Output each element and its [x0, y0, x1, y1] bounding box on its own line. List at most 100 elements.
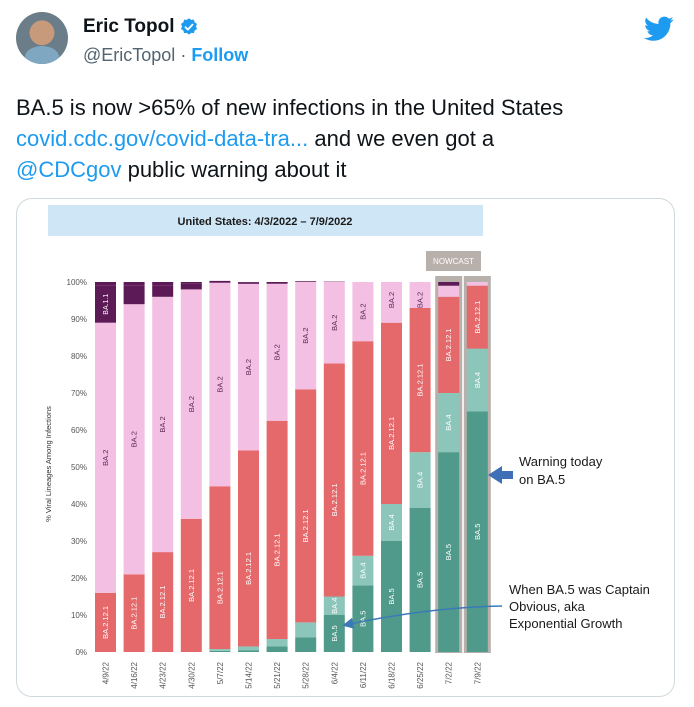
tweet-text-line1: BA.5 is now >65% of new infections in th… — [16, 95, 564, 120]
annotation-line: on BA.5 — [519, 472, 565, 487]
twitter-bird-icon[interactable] — [644, 16, 674, 42]
follow-button[interactable]: Follow — [191, 45, 249, 65]
bar-label: BA.2.12.1 — [330, 483, 339, 516]
annotation-line: When BA.5 was Captain — [509, 582, 650, 597]
y-tick-label: 30% — [71, 537, 87, 546]
bar-label: BA.2.12.1 — [444, 328, 453, 361]
bar-label: BA.2.12.1 — [101, 606, 110, 639]
bar-segment — [295, 389, 317, 623]
x-tick-label: 6/25/22 — [416, 661, 425, 688]
x-tick-label: 6/4/22 — [330, 661, 339, 684]
bar-label: BA.4 — [473, 372, 482, 388]
bar-segment — [466, 282, 488, 286]
bar-segment — [238, 282, 259, 284]
bar-segment — [209, 282, 231, 487]
bar-label: BA.5 — [330, 625, 339, 641]
separator-dot: · — [180, 45, 187, 65]
growth-pointer-arrow — [342, 605, 503, 629]
y-tick-label: 70% — [71, 389, 87, 398]
bar-segment — [209, 486, 231, 650]
bar-segment — [381, 282, 402, 323]
bar-label: BA.2.12.1 — [473, 301, 482, 334]
x-tick-label: 4/9/22 — [102, 661, 111, 684]
annotation-line: Obvious, aka — [509, 599, 586, 614]
bar-segment — [266, 639, 288, 647]
y-tick-label: 90% — [71, 315, 87, 324]
x-tick-label: 5/14/22 — [245, 661, 254, 688]
chart-title: United States: 4/3/2022 – 7/9/2022 — [178, 216, 353, 228]
bar-segment — [466, 411, 488, 652]
bar-segment — [123, 574, 145, 652]
bar-segment — [180, 282, 202, 284]
tweet-text-line3: @CDCgov public warning about it — [16, 154, 678, 185]
media-card[interactable]: United States: 4/3/2022 – 7/9/2022 NOWCA… — [16, 198, 675, 697]
bar-segment — [238, 646, 259, 651]
warning-arrow-icon — [488, 466, 513, 484]
bar-segment — [238, 450, 259, 647]
bar-segment — [438, 282, 460, 286]
display-name[interactable]: Eric Topol — [83, 16, 175, 37]
bar-segment — [266, 283, 288, 421]
y-tick-label: 20% — [71, 574, 87, 583]
bar-label: BA.2 — [358, 303, 367, 319]
bar-segment — [152, 282, 174, 286]
y-tick-label: 50% — [71, 463, 87, 472]
cdc-mention-link[interactable]: @CDCgov — [16, 157, 122, 182]
bar-label: BA.2 — [273, 344, 282, 360]
bar-label: BA.5 — [387, 588, 396, 604]
y-tick-label: 80% — [71, 352, 87, 361]
bar-segment — [152, 552, 174, 652]
bar-label: BA.4 — [358, 562, 367, 578]
bar-segment — [209, 650, 231, 652]
tweet-text-mid: and we even got a — [308, 126, 495, 151]
bar-label: BA.5 — [473, 524, 482, 540]
bar-label: BA.1.1 — [103, 294, 110, 315]
bar-segment — [123, 282, 145, 286]
bar-segment — [266, 420, 288, 640]
bar-label: BA.2 — [330, 315, 339, 331]
verified-badge-icon — [181, 18, 198, 35]
bar-label: BA.2 — [158, 416, 167, 432]
bar-segment — [238, 282, 259, 283]
annotation-line: Warning today — [519, 454, 603, 469]
x-tick-label: 7/2/22 — [445, 661, 454, 684]
bar-segment — [323, 615, 345, 652]
y-tick-label: 100% — [67, 278, 87, 287]
bar-segment — [95, 285, 116, 323]
bar-segment — [409, 307, 431, 453]
bar-label: BA.2 — [101, 450, 110, 466]
bar-segment — [95, 322, 116, 593]
bar-segment — [123, 285, 145, 305]
bar-segment — [238, 650, 259, 652]
bar-segment — [438, 452, 460, 652]
handle-row: @EricTopol · Follow — [83, 45, 248, 66]
tweet-link[interactable]: covid.cdc.gov/covid-data-tra... — [16, 126, 309, 151]
bar-label: BA.2.12.1 — [158, 586, 167, 619]
x-tick-label: 5/28/22 — [302, 661, 311, 688]
bar-label: BA.4 — [387, 514, 396, 530]
bar-segment — [381, 541, 402, 652]
bar-label: BA.5 — [358, 611, 367, 627]
avatar[interactable] — [16, 12, 68, 64]
bar-label: BA.2.12.1 — [187, 569, 196, 602]
bar-segment — [180, 283, 202, 290]
bar-label: BA.4 — [444, 414, 453, 430]
tweet-header: Eric Topol @EricTopol · Follow — [16, 12, 678, 68]
bar-segment — [466, 348, 488, 412]
bar-label: BA.2.12.1 — [130, 597, 139, 630]
bar-segment — [266, 646, 288, 652]
bar-label: BA.2.12.1 — [215, 571, 224, 604]
bar-segment — [381, 322, 402, 504]
bar-label: BA.2 — [244, 359, 253, 375]
bar-segment — [152, 296, 174, 553]
warning-annotation: Warning today on BA.5 — [519, 454, 603, 487]
bar-segment — [438, 285, 460, 297]
bar-segment — [295, 637, 317, 652]
y-tick-label: 0% — [75, 648, 87, 657]
bar-label: BA.5 — [444, 544, 453, 560]
bar-segment — [409, 507, 431, 652]
handle[interactable]: @EricTopol — [83, 45, 176, 65]
bar-segment — [295, 281, 317, 282]
bar-segment — [266, 283, 288, 284]
bar-segment — [352, 585, 374, 652]
